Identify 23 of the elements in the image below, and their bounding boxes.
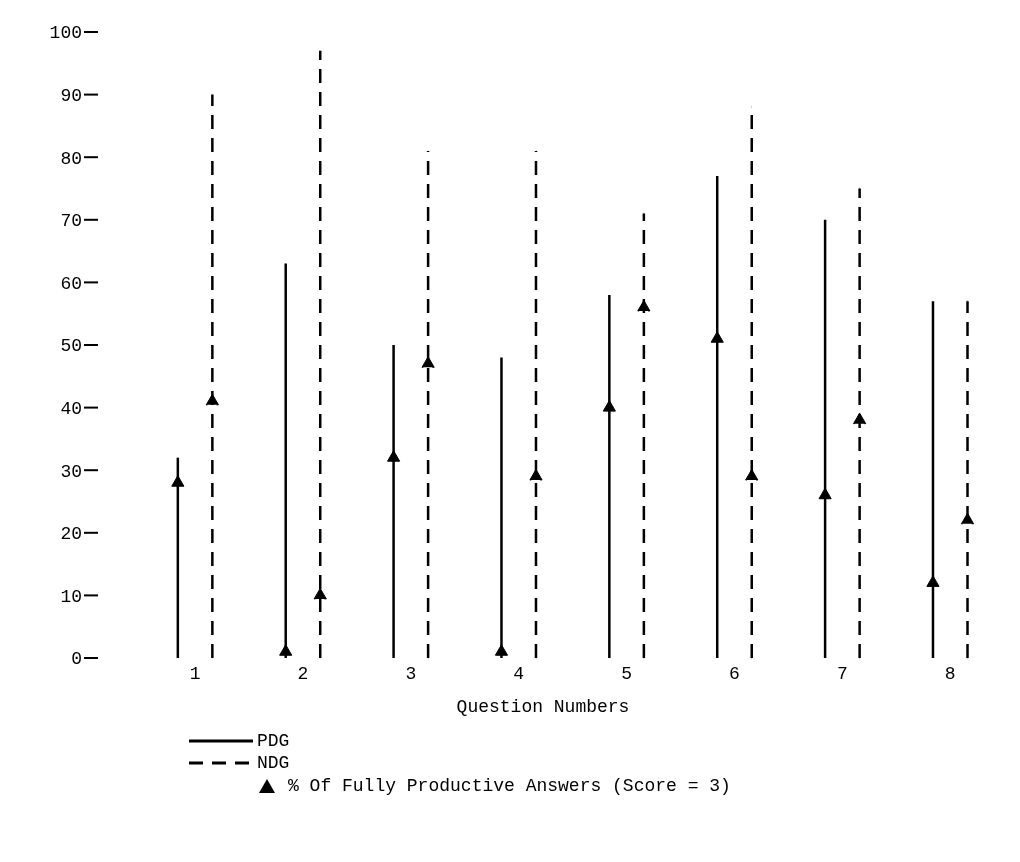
x-tick-label: 1: [189, 663, 201, 684]
y-tick-label: 50: [60, 336, 82, 357]
x-axis-title: Question Numbers: [456, 697, 630, 717]
y-tick-label: 70: [60, 211, 82, 232]
y-tick-label: 60: [60, 273, 82, 294]
x-tick-label: 4: [513, 663, 525, 684]
y-tick-label: 30: [60, 461, 82, 482]
legend-label: NDG: [257, 753, 290, 773]
x-tick-label: 7: [836, 663, 848, 684]
x-tick-label: 8: [944, 663, 956, 684]
y-tick-label: 20: [60, 524, 82, 545]
y-tick-label: 90: [60, 85, 82, 106]
x-tick-label: 2: [297, 663, 309, 684]
text: % Of Fully Productive Answers (Score = 3): [288, 776, 731, 796]
x-tick-label: 5: [621, 663, 633, 684]
x-tick-label: 3: [405, 663, 417, 684]
legend-label: PDG: [257, 731, 290, 751]
y-tick-label: 100: [49, 23, 82, 44]
y-tick-label: 0: [71, 649, 82, 670]
y-tick-label: 40: [60, 398, 82, 419]
x-tick-label: 6: [729, 663, 740, 684]
y-tick-label: 10: [60, 586, 82, 607]
y-tick-label: 80: [60, 148, 82, 169]
